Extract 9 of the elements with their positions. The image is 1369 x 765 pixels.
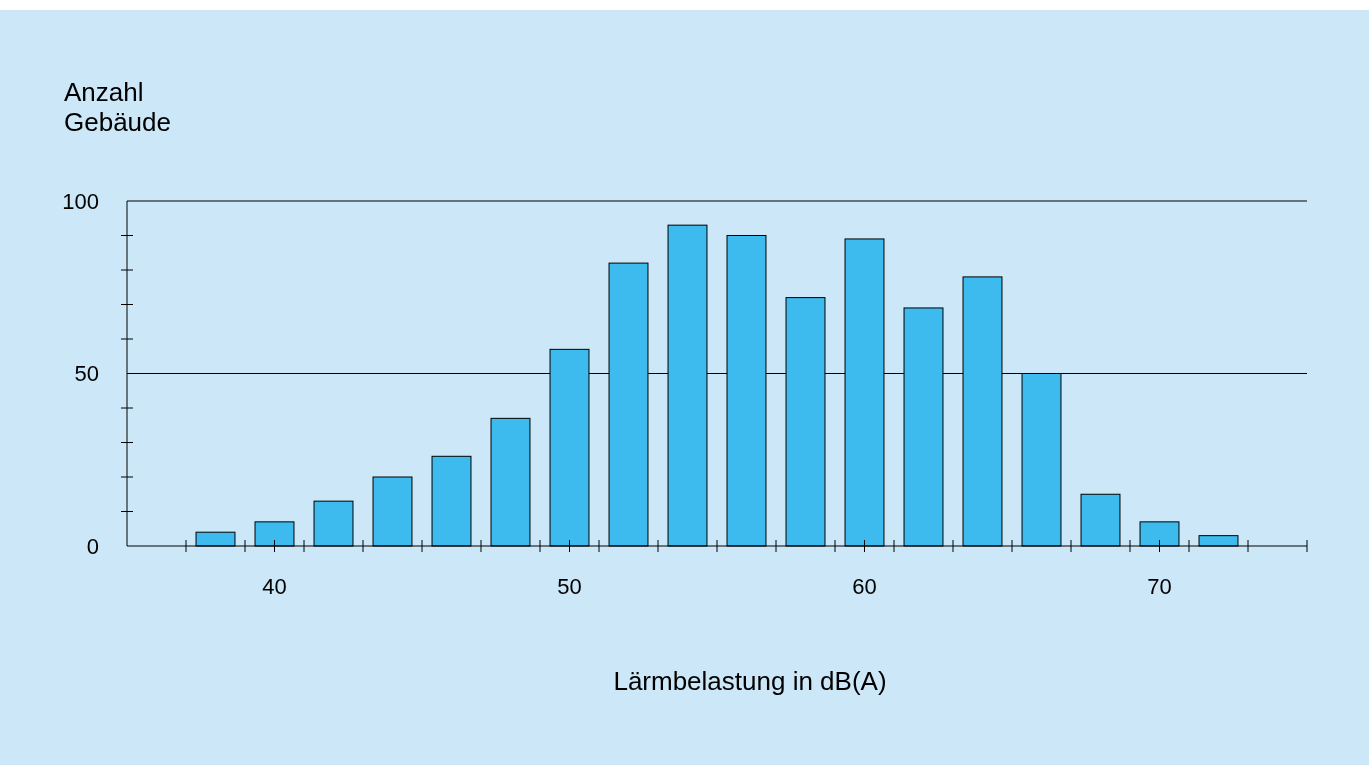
x-tick-label: 60 (852, 574, 877, 599)
x-tick-label: 40 (262, 574, 287, 599)
y-tick-label: 50 (74, 361, 99, 387)
y-axis-title: Anzahl Gebäude (64, 77, 171, 137)
y-tick-label: 100 (62, 188, 99, 214)
x-tick-label: 50 (557, 574, 582, 599)
y-tick-label: 0 (86, 533, 99, 559)
x-axis-title: Lärmbelastung in dB(A) (613, 666, 887, 696)
x-tick-label: 70 (1147, 574, 1172, 599)
